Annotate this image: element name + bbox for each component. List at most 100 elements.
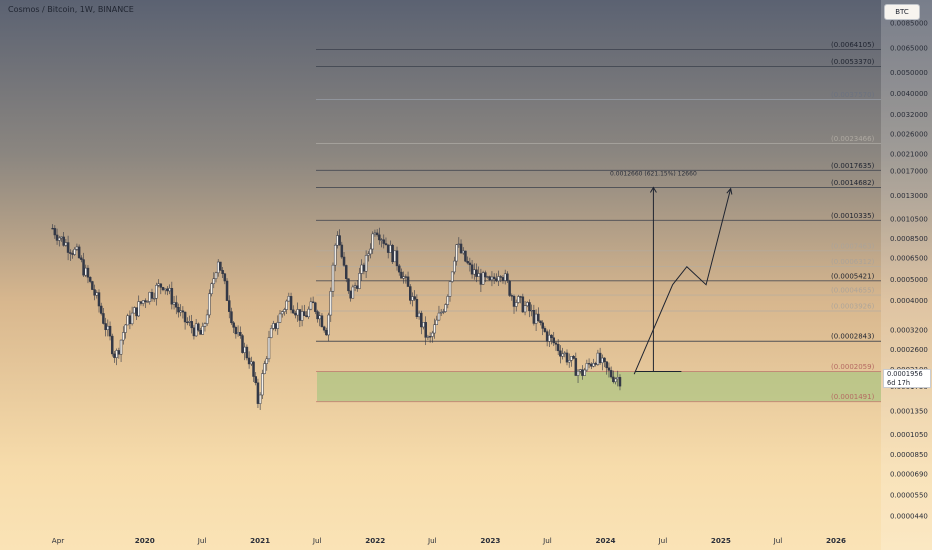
candle-body (186, 321, 189, 324)
currency-badge[interactable]: BTC (884, 4, 920, 20)
candle-body (289, 296, 293, 311)
candle-body (587, 363, 591, 365)
fib-level-label: (0.0007463) (831, 242, 875, 250)
candle-body (269, 328, 273, 338)
candle-body (172, 302, 176, 305)
candle-body (342, 256, 346, 266)
fib-level-label: (0.0004655) (831, 287, 875, 295)
candle-body (113, 353, 116, 358)
candle-body (292, 309, 295, 314)
candle-body (521, 296, 525, 313)
fib-level-label: (0.0014682) (831, 179, 875, 187)
candle-body (552, 337, 556, 344)
candle-body (219, 261, 222, 271)
fib-level-label: (0.0017635) (831, 162, 875, 170)
candle-body (212, 278, 216, 285)
candle-body (141, 300, 145, 304)
candle-body (316, 311, 319, 320)
candle-body (261, 373, 264, 396)
candle-body (66, 242, 70, 253)
candle-body (559, 350, 562, 357)
candle-body (166, 288, 169, 292)
candle-body (428, 336, 432, 338)
candle-body (303, 311, 306, 316)
candle-body (375, 232, 379, 236)
time-tick-label: 2022 (365, 536, 385, 545)
candle-body (503, 273, 507, 281)
candle-body (402, 276, 405, 279)
candle-body (618, 377, 622, 387)
candle-body (225, 280, 229, 301)
candle-body (534, 313, 538, 324)
candle-body (347, 278, 350, 292)
candle-body (479, 273, 483, 285)
candle-body (230, 311, 233, 324)
candle-body (501, 277, 505, 281)
candle-body (391, 245, 394, 263)
candle-body (519, 296, 522, 298)
candle-body (545, 331, 549, 342)
candle-body (526, 302, 529, 306)
candle-body (55, 234, 59, 241)
price-tick-label: 0.0017000 (890, 168, 928, 176)
candle-body (481, 272, 485, 285)
candle-body (263, 363, 266, 374)
candle-body (561, 353, 564, 357)
fib-level-label: (0.0010335) (831, 212, 875, 220)
candle-body (296, 309, 299, 316)
candle-body (384, 243, 388, 246)
candle-body (431, 332, 434, 337)
candle-body (499, 276, 503, 278)
fib-level-label: (0.0002843) (831, 333, 875, 341)
candle-body (241, 335, 244, 353)
time-tick-label: Jul (197, 536, 207, 545)
candle-body (258, 394, 262, 404)
candle-body (91, 281, 94, 290)
candle-body (311, 301, 315, 304)
price-tick-label: 0.0004000 (890, 297, 928, 305)
candle-body (455, 244, 458, 262)
candle-body (267, 337, 271, 360)
candle-body (194, 323, 198, 337)
candle-body (409, 286, 412, 301)
candle-body (433, 324, 436, 334)
candle-body (298, 309, 302, 321)
candle-body (353, 285, 357, 288)
candle-body (422, 322, 425, 328)
candle-body (331, 264, 335, 292)
time-tick-label: Jul (542, 536, 552, 545)
candle-body (386, 244, 390, 253)
candle-body (318, 315, 322, 320)
candle-body (514, 302, 518, 307)
candle-body (155, 285, 158, 299)
candle-body (466, 260, 469, 264)
current-price-tag: 0.0001956 6d 17h (883, 369, 931, 388)
candle-body (594, 363, 597, 365)
candle-body (603, 357, 606, 362)
candle-body (265, 358, 269, 364)
candle-body (53, 228, 57, 236)
time-tick-label: 2021 (250, 536, 270, 545)
candle-body (307, 308, 310, 318)
candle-body (181, 310, 185, 313)
candle-body (157, 283, 160, 286)
candle-body (236, 332, 240, 335)
candle-body (276, 322, 280, 329)
candle-body (177, 307, 180, 313)
price-tick-label: 0.0032000 (890, 111, 928, 119)
candle-body (367, 253, 370, 256)
candle-body (572, 356, 575, 359)
time-tick-label: Jul (773, 536, 783, 545)
candle-body (397, 265, 401, 273)
candle-body (336, 235, 339, 246)
candle-body (197, 323, 200, 331)
candle-body (135, 307, 138, 317)
candle-body (510, 295, 514, 297)
candle-body (344, 265, 348, 279)
candle-body (495, 278, 498, 282)
candle-body (382, 239, 386, 244)
price-tick-label: 0.0005000 (890, 276, 928, 284)
price-tick-label: 0.0010500 (890, 215, 928, 223)
candle-body (208, 293, 211, 316)
